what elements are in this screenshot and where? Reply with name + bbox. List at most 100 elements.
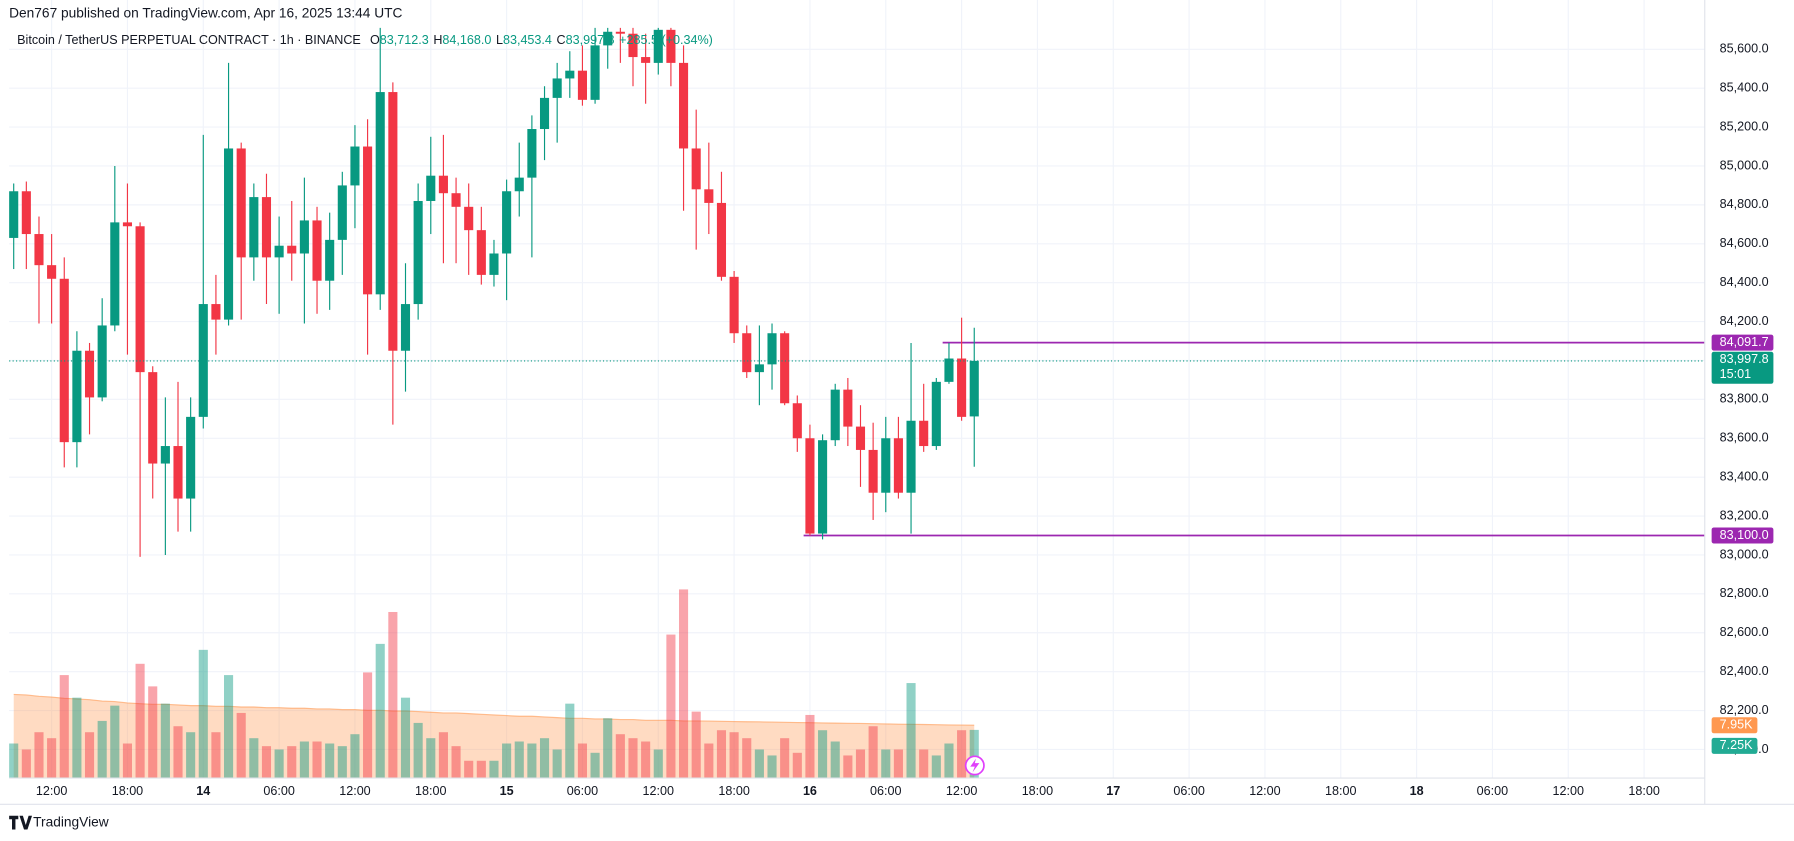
x-tick-label: 06:00 [870,784,901,798]
candle-body [299,220,309,254]
volume-bar [691,711,701,779]
candle-body [388,92,398,351]
volume-bar [919,749,929,779]
volume-bar [716,730,727,779]
y-tick-label: 85,000.0 [1720,158,1769,172]
x-tick-label: 17 [1106,784,1120,798]
volume-bar [666,634,676,779]
x-tick-label: 12:00 [1249,784,1280,798]
axes: 85,600.0 85,400.0 85,200.0 85,000.0 84,800.0… [36,42,1774,798]
legend-key: O [370,34,380,48]
volume-bar [413,722,423,779]
volume-bar [539,738,550,779]
volume-bar [641,741,651,779]
volume-bar [944,743,954,779]
candle-body [160,446,170,464]
x-tick-label: 06:00 [263,784,294,798]
volume-bar [236,712,246,779]
x-tick-label: 16 [803,784,817,798]
volume-bar [514,741,524,779]
candle-body [34,234,44,266]
legend-key: C [557,34,566,48]
x-tick-label: 06:00 [1477,784,1508,798]
y-tick-label: 82,800.0 [1720,586,1769,600]
volume-bar [527,743,537,779]
volume-bar [855,749,866,779]
last-price-box [1711,351,1774,384]
alert-icon[interactable] [964,755,985,776]
legend-value: 83,997.8 [566,34,615,48]
x-tick-label: 18:00 [112,784,143,798]
candle-body [527,129,537,178]
candle-body [464,206,474,231]
volume-bar [110,705,120,779]
legend-key: H [433,34,442,48]
y-tick-label: 83,800.0 [1720,392,1769,406]
y-tick-label: 82,600.0 [1720,625,1769,639]
candle-body [767,333,777,365]
level-label-box [1711,334,1774,351]
candle-body [931,381,941,447]
candle-body [363,146,373,295]
x-tick-label: 18:00 [718,784,749,798]
last-price-label: 83,997.8 [1720,352,1769,366]
candle-body [868,449,878,493]
volume-bar [502,743,512,779]
volume-bar [97,720,107,779]
y-tick-label: 84,400.0 [1720,275,1769,289]
candle-body [805,438,815,534]
candle-body [325,239,335,281]
candle-body [173,446,183,499]
y-tick-label: 83,600.0 [1720,431,1769,445]
candle-body [565,70,575,79]
volume-bar [337,746,347,779]
candle-body [906,420,916,493]
x-tick-label: 12:00 [36,784,67,798]
x-tick-label: 18:00 [1628,784,1659,798]
candle-body [451,193,461,207]
x-tick-label: 15 [500,784,514,798]
candle-body [84,350,95,398]
volume-bar [211,732,221,779]
volume-pane [9,589,979,779]
candle-body [476,230,486,275]
y-tick-label: 84,800.0 [1720,197,1769,211]
volume-bar [249,738,259,779]
candle-body [186,416,196,499]
volume-bar [590,752,600,779]
candle-body [135,226,145,373]
volume-bar [274,749,284,779]
volume-bar [135,663,145,779]
volume-box [1711,737,1758,754]
volume-bar [9,743,19,779]
candle-body [438,175,448,194]
candle-body [337,185,347,240]
candle-body [287,245,297,254]
volume-bar [830,741,840,779]
volume-bar [325,743,335,779]
volume-bar [261,746,272,779]
volume-bar [881,749,891,779]
volume-bar [464,760,474,779]
candle-body [236,148,246,258]
volume-bar [868,726,878,779]
volume-bar [59,675,69,779]
candle-body [818,440,828,534]
volume-bar [754,749,764,779]
volume-bar [299,741,309,779]
volume-bar [186,732,196,779]
volume-bar [438,732,448,779]
volume-bar [224,675,234,779]
volume-bar [476,760,486,779]
candle-body [716,202,727,277]
candle-body [590,45,600,100]
volume-bar [628,738,638,779]
volume-bar [704,743,714,779]
candle-body [350,146,360,186]
x-tick-label: 12:00 [946,784,977,798]
candle-body [603,31,613,46]
candle-body [312,220,322,281]
volume-bar [893,749,903,779]
candle-body [47,265,57,279]
candle-body [855,426,866,450]
